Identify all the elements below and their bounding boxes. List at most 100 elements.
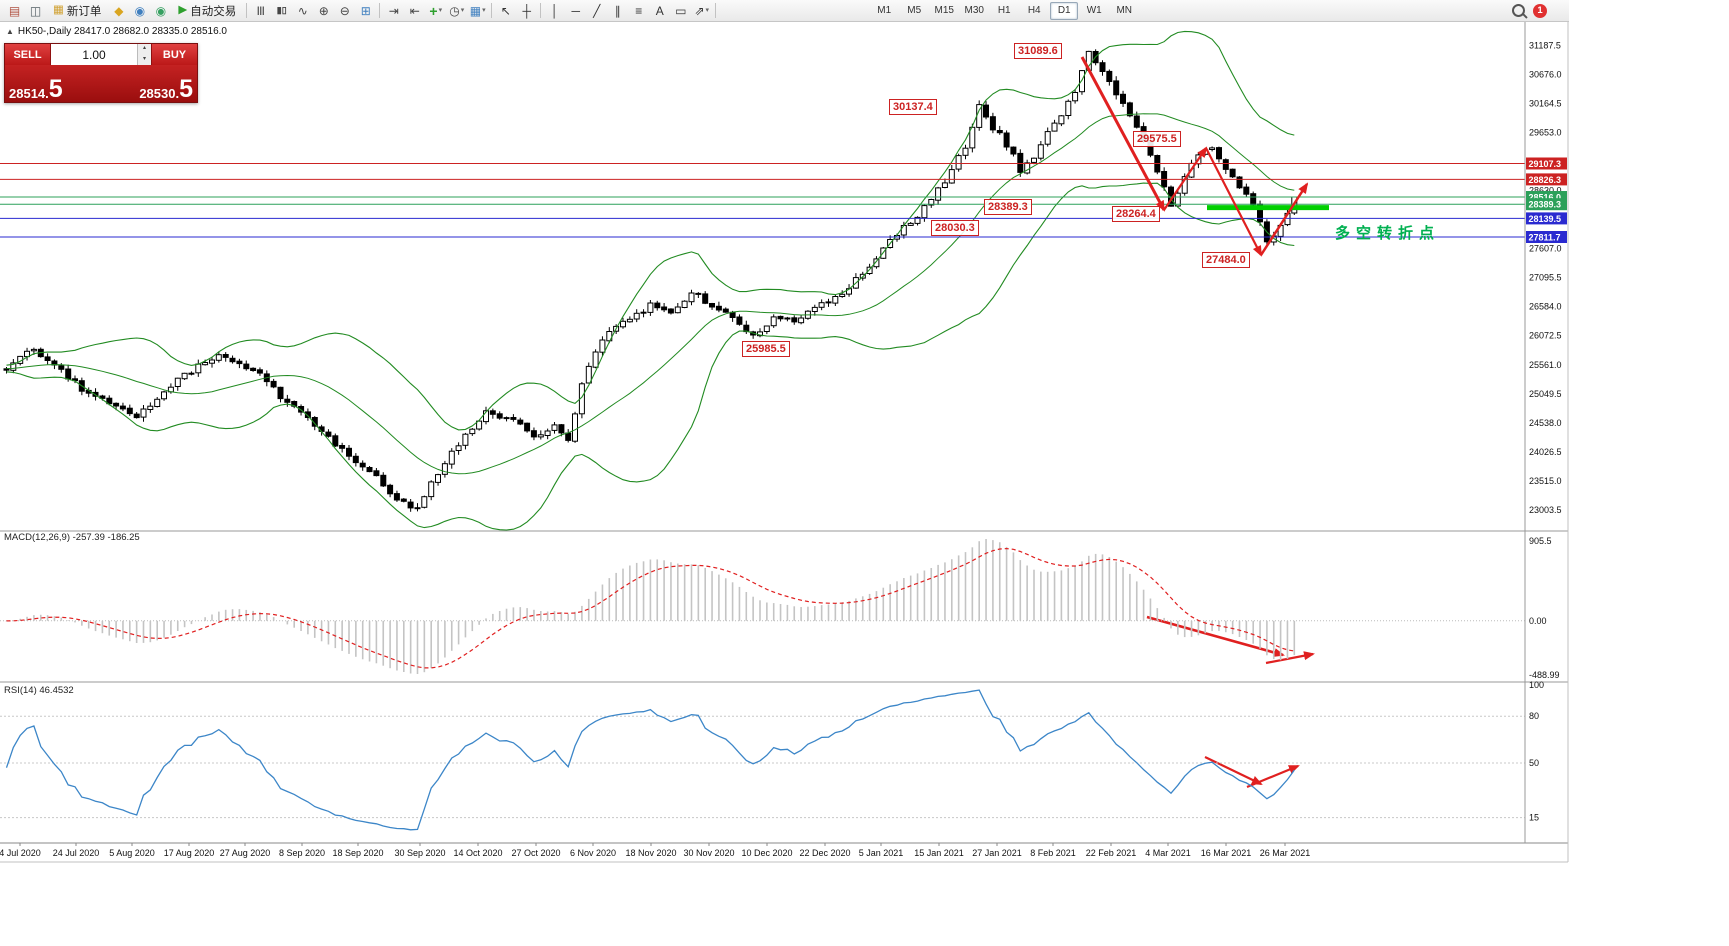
chart-shift-icon: ⇤: [409, 3, 420, 18]
svg-text:25561.0: 25561.0: [1529, 360, 1562, 370]
crosshair-icon[interactable]: ┼: [516, 1, 537, 21]
svg-text:27607.0: 27607.0: [1529, 244, 1562, 254]
timeframe-m15[interactable]: M15: [934, 4, 954, 16]
price-annotation[interactable]: 27484.0: [1202, 252, 1250, 268]
svg-text:22 Dec 2020: 22 Dec 2020: [799, 848, 850, 858]
svg-text:22 Feb 2021: 22 Feb 2021: [1086, 848, 1137, 858]
signals-icon[interactable]: ◉: [150, 1, 171, 21]
trendline-icon[interactable]: ╱: [586, 1, 607, 21]
price-annotation[interactable]: 30137.4: [889, 99, 937, 115]
bar-chart-icon[interactable]: |||: [250, 1, 271, 21]
text-label-icon[interactable]: ▭: [670, 1, 691, 21]
cursor-icon[interactable]: ↖: [495, 1, 516, 21]
price-annotation[interactable]: 28389.3: [984, 199, 1032, 215]
macd-label: MACD(12,26,9) -257.39 -186.25: [4, 532, 140, 543]
sell-price[interactable]: 28514. 5: [9, 74, 63, 103]
price-annotation[interactable]: 25985.5: [742, 341, 790, 357]
periods-icon[interactable]: ◷ ▾: [446, 1, 467, 21]
horizontal-level-lines[interactable]: [0, 163, 1525, 238]
vertical-line-icon[interactable]: │: [544, 1, 565, 21]
price-annotation[interactable]: 28030.3: [931, 220, 979, 236]
sell-button[interactable]: SELL: [5, 44, 50, 65]
buy-price-big-digit: 5: [179, 74, 193, 103]
auto-scroll-icon: ⇥: [388, 3, 399, 18]
trade-panel-prices: 28514. 5 28530. 5: [5, 65, 197, 102]
svg-text:8 Sep 2020: 8 Sep 2020: [279, 848, 325, 858]
tile-windows-icon[interactable]: ⊞: [355, 1, 376, 21]
buy-price[interactable]: 28530. 5: [139, 74, 193, 103]
timeframe-m5[interactable]: M5: [907, 4, 922, 16]
timeframe-h1[interactable]: H1: [997, 4, 1011, 16]
notification-badge[interactable]: 1: [1533, 3, 1547, 18]
svg-text:31187.5: 31187.5: [1529, 40, 1561, 50]
profiles-icon[interactable]: ◫: [25, 1, 46, 21]
timeframe-mn[interactable]: MN: [1116, 4, 1133, 16]
price-annotation[interactable]: 29575.5: [1133, 131, 1181, 147]
metaeditor-icon[interactable]: ◆: [108, 1, 129, 21]
timeframe-h4[interactable]: H4: [1027, 4, 1041, 16]
price-annotation[interactable]: 31089.6: [1014, 43, 1062, 59]
toolbar-button-label: 新订单: [66, 5, 102, 18]
svg-text:16 Mar 2021: 16 Mar 2021: [1201, 848, 1252, 858]
zoom-in-icon: ⊕: [318, 3, 329, 18]
candlestick-icon: ▮▯: [276, 5, 287, 15]
candlestick-icon[interactable]: ▮▯: [271, 1, 292, 21]
svg-text:24538.0: 24538.0: [1529, 418, 1562, 428]
templates-icon[interactable]: ▦ ▾: [467, 1, 488, 21]
svg-text:5 Aug 2020: 5 Aug 2020: [109, 848, 155, 858]
sell-price-big-digit: 5: [48, 74, 63, 103]
new-chart-icon[interactable]: ▤: [4, 1, 25, 21]
chevron-down-icon: ▾: [482, 7, 486, 14]
line-chart-icon[interactable]: ∿: [292, 1, 313, 21]
indicators-icon[interactable]: + ▾: [425, 1, 446, 21]
volume-down-icon[interactable]: ▾: [138, 54, 151, 65]
horizontal-line-icon[interactable]: ─: [565, 1, 586, 21]
svg-text:24 Jul 2020: 24 Jul 2020: [53, 848, 100, 858]
svg-text:6 Nov 2020: 6 Nov 2020: [570, 848, 616, 858]
timeframe-m30[interactable]: M30: [964, 4, 984, 16]
svg-text:14 Oct 2020: 14 Oct 2020: [453, 848, 502, 858]
templates-icon: ▦: [469, 3, 482, 18]
text-icon[interactable]: A: [649, 1, 670, 21]
toolbar-separator: [715, 3, 717, 18]
zoom-in-icon[interactable]: ⊕: [313, 1, 334, 21]
price-annotation[interactable]: 28264.4: [1112, 206, 1160, 222]
toolbar: ▤ ◫ ▦ 新订单 ◆ ◉ ◉ ▶ 自动交易 ||| ▮▯ ∿ ⊕ ⊖ ⊞ ⇥ ⇤ + ▾ ◷ ▾ ▦ ▾ ↖ ┼ │ ─ ╱ ∥ ≡ A ▭…: [0, 0, 1569, 22]
svg-text:27095.5: 27095.5: [1529, 273, 1562, 283]
channel-icon: ∥: [614, 3, 621, 18]
crosshair-icon: ┼: [522, 3, 531, 18]
fibonacci-icon[interactable]: ≡: [628, 1, 649, 21]
svg-text:4 Jul 2020: 4 Jul 2020: [0, 848, 41, 858]
chart-shift-icon[interactable]: ⇤: [404, 1, 425, 21]
new-order-icon: ▦: [53, 3, 64, 16]
svg-text:50: 50: [1529, 758, 1539, 768]
bar-chart-icon: |||: [256, 5, 265, 15]
buy-button[interactable]: BUY: [152, 44, 197, 65]
arrows-icon[interactable]: ⇗ ▾: [691, 1, 712, 21]
volume-value[interactable]: 1.00: [82, 47, 106, 62]
auto-scroll-icon[interactable]: ⇥: [383, 1, 404, 21]
volume-up-icon[interactable]: ▴: [138, 44, 151, 55]
market-icon[interactable]: ◉: [129, 1, 150, 21]
svg-text:17 Aug 2020: 17 Aug 2020: [164, 848, 215, 858]
trend-arrows[interactable]: [1080, 56, 1315, 789]
timeframe-buttons: M1 M5 M15 M30 H1 H4 D1 W1 MN: [869, 1, 1139, 20]
new-order-button[interactable]: ▦ 新订单: [46, 1, 108, 21]
autotrading-button[interactable]: ▶ 自动交易: [171, 1, 243, 21]
search-icon[interactable]: [1512, 4, 1525, 17]
svg-text:27 Aug 2020: 27 Aug 2020: [220, 848, 271, 858]
volume-spinner[interactable]: ▴ ▾: [137, 44, 151, 65]
timeframe-d1[interactable]: D1: [1050, 1, 1079, 20]
turning-point-note[interactable]: 多空转折点: [1335, 225, 1441, 242]
channel-icon[interactable]: ∥: [607, 1, 628, 21]
timeframe-w1[interactable]: W1: [1086, 4, 1102, 16]
volume-field[interactable]: 1.00 ▴ ▾: [50, 44, 152, 65]
timeframe-m1[interactable]: M1: [877, 4, 892, 16]
time-axis[interactable]: 4 Jul 2020 24 Jul 2020 5 Aug 2020 17 Aug 20…: [0, 843, 1310, 858]
zoom-out-icon[interactable]: ⊖: [334, 1, 355, 21]
autotrading-icon: ▶: [178, 3, 188, 16]
price-axis[interactable]: 31187.530676.030164.529653.029141.528630…: [1526, 40, 1567, 823]
trade-panel-controls: SELL 1.00 ▴ ▾ BUY: [5, 44, 197, 65]
